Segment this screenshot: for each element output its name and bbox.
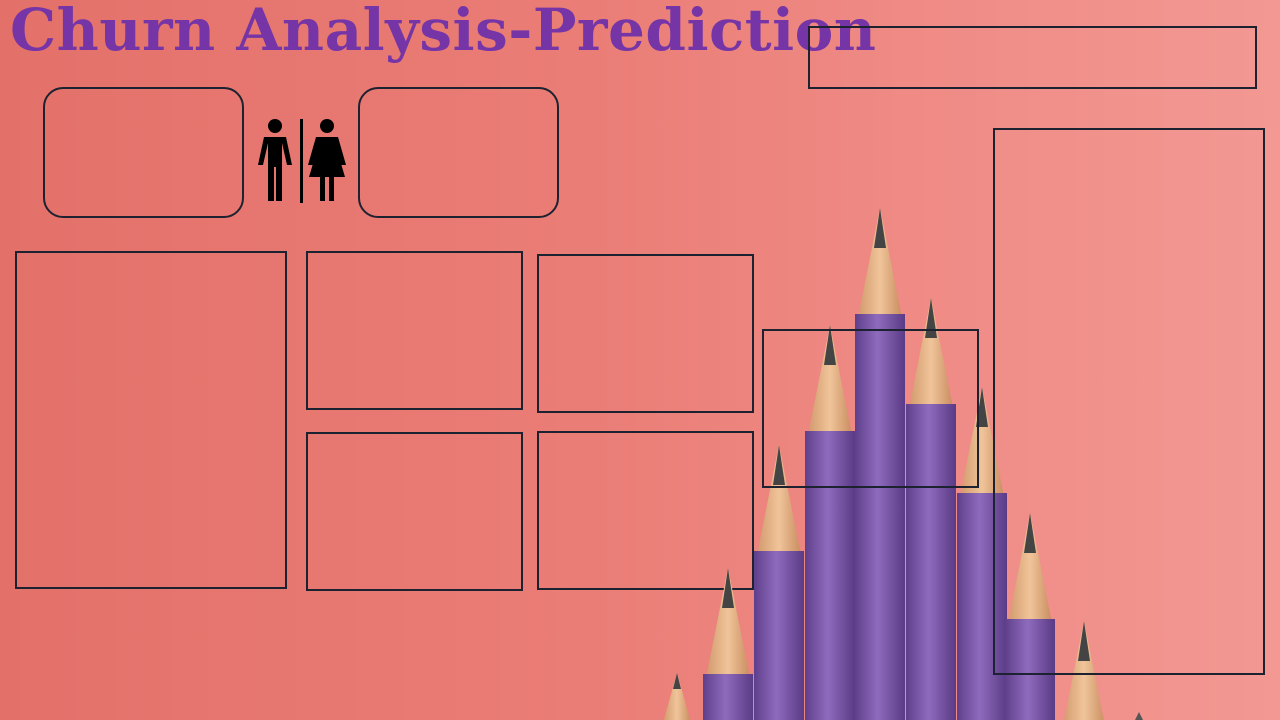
gender-icon (258, 119, 346, 203)
pencils-decoration (663, 208, 1143, 720)
chart-panel-4[interactable] (537, 431, 754, 590)
chart-panel-2[interactable] (537, 254, 754, 413)
chart-panel-5[interactable] (762, 329, 979, 488)
chart-panel-right-tall[interactable] (993, 128, 1265, 675)
female-count-card[interactable] (358, 87, 559, 218)
chart-panel-3[interactable] (306, 432, 523, 591)
page-title: Churn Analysis-Prediction (10, 0, 877, 64)
chart-panel-1[interactable] (306, 251, 523, 410)
chart-panel-left-large[interactable] (15, 251, 287, 589)
header-filter-panel[interactable] (808, 26, 1257, 89)
male-count-card[interactable] (43, 87, 244, 218)
